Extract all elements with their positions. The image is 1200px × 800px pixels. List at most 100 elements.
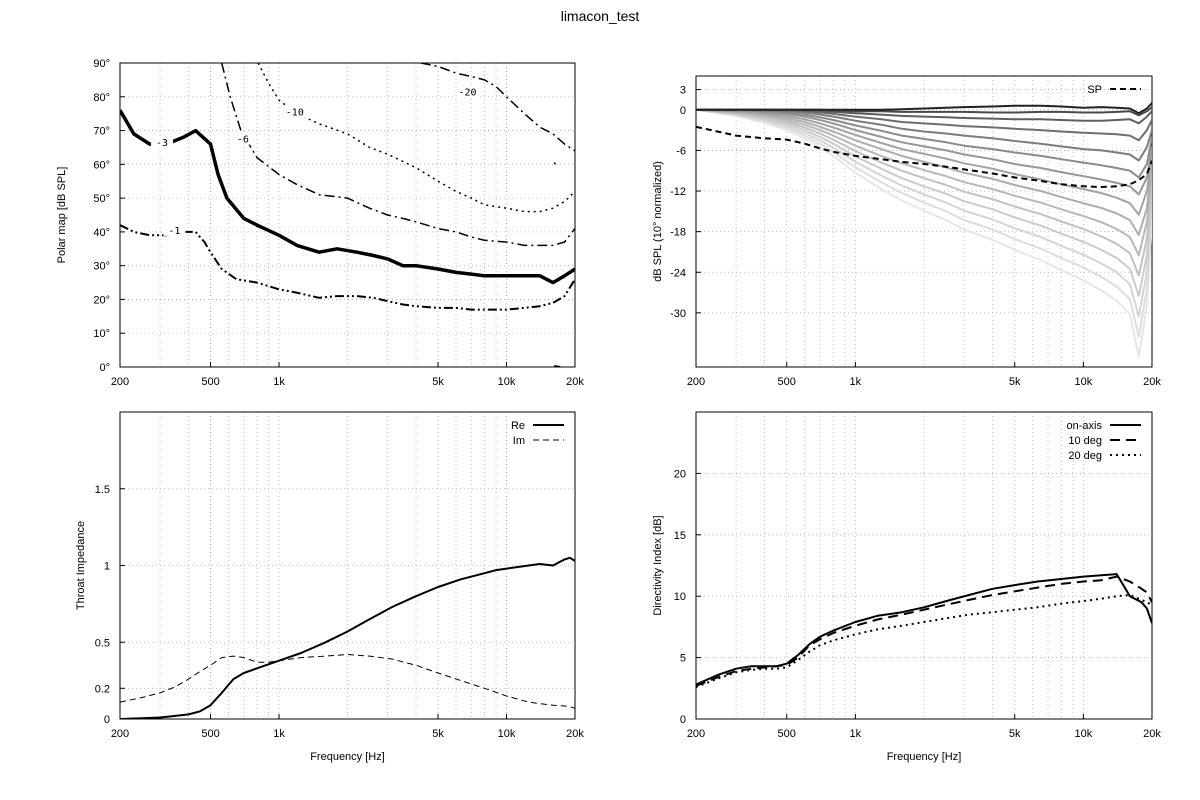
y-tick-label: 20 bbox=[674, 468, 686, 480]
legend: Re Im bbox=[511, 420, 564, 447]
angle-curve bbox=[696, 108, 1152, 358]
y-tick-label: 30° bbox=[93, 261, 110, 273]
legend-label: SP bbox=[1087, 84, 1102, 96]
x-tick-label: 10k bbox=[1074, 728, 1092, 740]
angle-curve bbox=[696, 108, 1152, 277]
y-tick-label: 15 bbox=[674, 530, 686, 542]
y-tick-label: -18 bbox=[670, 227, 686, 239]
angle-curve bbox=[696, 108, 1152, 297]
plot-area: -1 -3 -6 -10 -20 bbox=[120, 63, 575, 367]
series-line-SP bbox=[696, 125, 1152, 188]
x-tick-label: 10k bbox=[1074, 376, 1092, 388]
y-tick-label: 20° bbox=[93, 294, 110, 306]
x-tick-label: 5k bbox=[1009, 728, 1021, 740]
y-tick-label: 0 bbox=[680, 714, 686, 726]
series-line--6 bbox=[220, 63, 575, 247]
y-tick-label: 90° bbox=[93, 58, 110, 70]
x-tick-label: 500 bbox=[778, 728, 796, 740]
grid bbox=[696, 412, 1152, 719]
series-line-Im bbox=[120, 654, 575, 709]
contour-label-bg bbox=[456, 85, 479, 98]
grid bbox=[120, 412, 575, 719]
contour-label: -3 bbox=[156, 138, 168, 149]
y-tick-label: 1 bbox=[104, 561, 110, 573]
plot-area bbox=[696, 573, 1152, 689]
polar-map-chart: 200 500 1k 5k 10k 20k 0° 10° 20° 30° 40° 50° 60° 70° 8… bbox=[56, 58, 584, 388]
y-tick-label: 1.5 bbox=[95, 484, 110, 496]
legend-label: Re bbox=[511, 420, 525, 432]
y-tick-label: 0 bbox=[104, 714, 110, 726]
y-tick-label: 5 bbox=[680, 653, 686, 665]
plot-area bbox=[696, 102, 1152, 358]
y-tick-label: -30 bbox=[670, 308, 686, 320]
y-tick-label: 0 bbox=[680, 105, 686, 117]
series-line--1 bbox=[120, 224, 575, 311]
x-tick-label: 20k bbox=[566, 376, 584, 388]
legend-label: Im bbox=[513, 435, 525, 447]
contour-label-bg bbox=[163, 223, 186, 236]
series-line-20-deg bbox=[696, 594, 1152, 689]
y-tick-label: 10 bbox=[674, 591, 686, 603]
series-line-Re bbox=[120, 556, 575, 719]
legend-label: 10 deg bbox=[1068, 435, 1102, 447]
x-tick-label: 1k bbox=[273, 728, 285, 740]
y-axis-label: dB SPL (10° normalized) bbox=[652, 161, 664, 282]
figure-title: limacon_test bbox=[560, 8, 640, 24]
x-tick-label: 5k bbox=[432, 376, 444, 388]
series-line--20 bbox=[420, 63, 575, 152]
series-line--10 bbox=[257, 63, 575, 213]
y-tick-label: 50° bbox=[93, 193, 110, 205]
contour-label: -20 bbox=[458, 87, 476, 98]
x-tick-label: 200 bbox=[687, 728, 705, 740]
y-tick-label: -24 bbox=[670, 267, 686, 279]
y-tick-label: 3 bbox=[680, 85, 686, 97]
x-tick-label: 200 bbox=[111, 376, 129, 388]
x-tick-label: 5k bbox=[1009, 376, 1021, 388]
y-tick-label: -6 bbox=[676, 145, 686, 157]
throat-impedance-chart: 200 500 1k 5k 10k 20k 0 0.2 0.5 1 1.5 Throat Impeda… bbox=[75, 411, 584, 763]
series-line-stub-high bbox=[553, 162, 557, 165]
plot-frame bbox=[695, 411, 1153, 720]
x-tick-label: 20k bbox=[1143, 376, 1161, 388]
legend-label: on-axis bbox=[1067, 420, 1103, 432]
normalized-spl-chart: 200 500 1k 5k 10k 20k 3 0 -6 -12 -18 -24 -30 dB SPL (… bbox=[652, 75, 1161, 388]
x-tick-label: 500 bbox=[201, 376, 219, 388]
y-tick-label: 40° bbox=[93, 227, 110, 239]
contour-label-bg bbox=[151, 136, 174, 149]
grid bbox=[120, 63, 575, 367]
contour-label-bg bbox=[283, 105, 306, 118]
series-line--3 bbox=[120, 109, 575, 285]
y-tick-label: 60° bbox=[93, 159, 110, 171]
y-tick-label: -12 bbox=[670, 186, 686, 198]
y-axis-label: Polar map [dB SPL] bbox=[56, 167, 68, 264]
angle-curve bbox=[696, 108, 1152, 257]
angle-curve bbox=[696, 108, 1152, 179]
x-tick-label: 1k bbox=[850, 376, 862, 388]
x-axis-label: Frequency [Hz] bbox=[887, 751, 962, 763]
x-tick-label: 10k bbox=[498, 376, 516, 388]
x-tick-label: 10k bbox=[498, 728, 516, 740]
contour-label: -10 bbox=[286, 108, 304, 119]
angle-curve bbox=[696, 108, 1152, 236]
angle-curve bbox=[696, 108, 1152, 338]
y-tick-label: 10° bbox=[93, 328, 110, 340]
series-line-on-axis bbox=[696, 573, 1152, 686]
x-tick-label: 200 bbox=[111, 728, 129, 740]
directivity-index-chart: 200 500 1k 5k 10k 20k 0 5 10 15 20 Directivity Inde… bbox=[652, 411, 1161, 763]
contour-label-bg bbox=[231, 132, 254, 145]
y-tick-label: 0.2 bbox=[95, 683, 110, 695]
x-tick-label: 20k bbox=[566, 728, 584, 740]
x-tick-label: 500 bbox=[201, 728, 219, 740]
angle-curve bbox=[696, 108, 1152, 162]
legend-label: 20 deg bbox=[1068, 450, 1102, 462]
x-tick-label: 20k bbox=[1143, 728, 1161, 740]
x-tick-label: 1k bbox=[850, 728, 862, 740]
x-tick-label: 5k bbox=[432, 728, 444, 740]
angle-curve bbox=[696, 108, 1152, 318]
x-tick-label: 500 bbox=[778, 376, 796, 388]
y-axis-label: Directivity Index [dB] bbox=[652, 515, 664, 615]
series-line-stub-low bbox=[554, 365, 561, 367]
x-tick-label: 1k bbox=[273, 376, 285, 388]
angle-curve bbox=[696, 108, 1152, 216]
angle-curve bbox=[696, 102, 1152, 115]
